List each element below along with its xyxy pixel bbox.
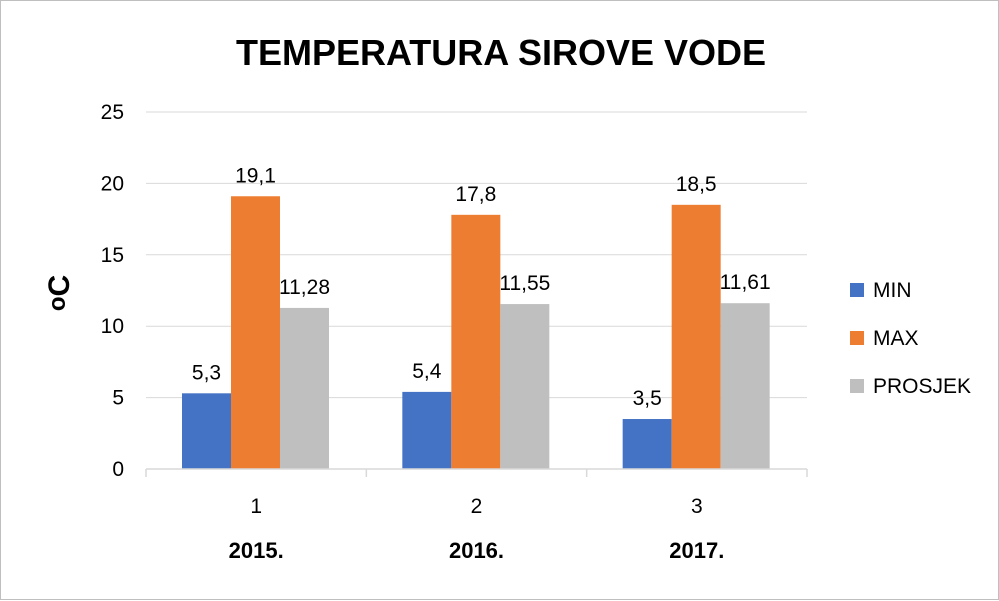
y-axis-label-unit: C	[43, 275, 76, 297]
data-label: 5,4	[412, 360, 442, 383]
x-tick-label: 2	[471, 495, 483, 518]
data-label: 11,55	[499, 272, 550, 295]
axes: 0 5 10 15 20 25 1 2015. 2 2016. 3 2017.	[101, 101, 808, 563]
bar-prosjek	[720, 303, 770, 469]
x-category-label: 2016.	[449, 538, 504, 563]
legend: MIN MAX PROSJEK	[850, 279, 971, 398]
data-label: 5,3	[192, 361, 221, 384]
x-category-label: 2017.	[669, 538, 724, 563]
bar-min	[622, 419, 672, 469]
y-tick-label: 0	[112, 458, 124, 481]
data-label: 11,61	[720, 271, 771, 294]
data-label: 3,5	[633, 387, 662, 410]
legend-label: MAX	[873, 327, 919, 350]
bar-min	[402, 391, 452, 469]
legend-swatch	[850, 283, 864, 297]
y-axis-label-superscript: o	[44, 297, 71, 312]
data-labels: 5,3 19,1 11,28 5,4 17,8 11,55 3,5 18,5 11,61	[192, 164, 771, 410]
svg-text:oC: oC	[43, 275, 76, 311]
y-tick-label: 15	[101, 244, 124, 267]
chart-title: TEMPERATURA SIROVE VODE	[236, 32, 766, 73]
legend-swatch	[850, 331, 864, 345]
data-label: 17,8	[455, 183, 496, 206]
x-tick-label: 3	[691, 495, 703, 518]
bar-prosjek	[280, 307, 329, 469]
y-tick-label: 10	[101, 315, 124, 338]
data-label: 19,1	[235, 164, 276, 187]
bar-max	[231, 196, 280, 469]
bar-prosjek	[500, 304, 550, 469]
data-label: 11,28	[279, 276, 330, 299]
data-label: 18,5	[676, 173, 717, 196]
x-tick-label: 1	[250, 495, 262, 518]
y-tick-label: 20	[101, 172, 124, 195]
x-category-label: 2015.	[229, 538, 284, 563]
legend-label: MIN	[873, 279, 912, 302]
legend-swatch	[850, 379, 864, 393]
bar-min	[182, 393, 231, 469]
y-axis-label: oC	[43, 275, 76, 311]
y-tick-label: 25	[101, 101, 124, 124]
bars	[182, 196, 770, 469]
legend-label: PROSJEK	[873, 375, 971, 398]
bar-max	[451, 214, 501, 469]
bar-max	[671, 204, 721, 469]
y-tick-label: 5	[112, 387, 124, 410]
